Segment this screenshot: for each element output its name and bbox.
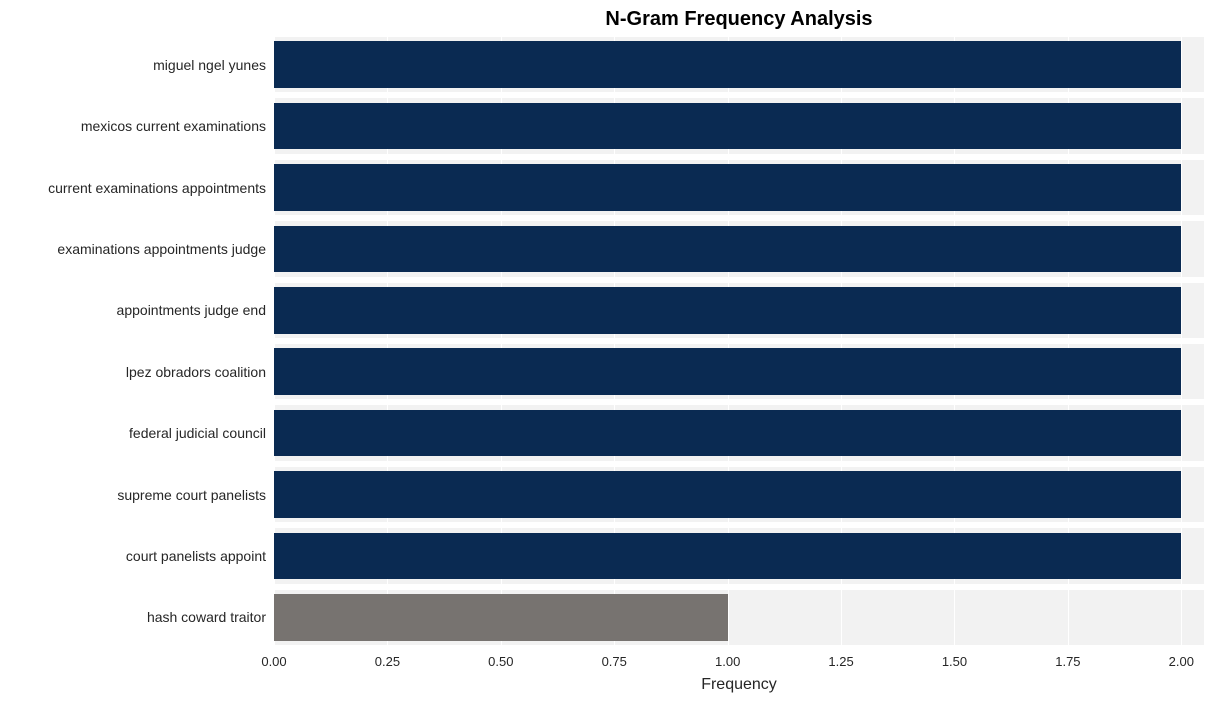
x-axis-tick: 0.50 [488, 654, 513, 669]
bar [274, 410, 1181, 457]
bar [274, 226, 1181, 273]
plot-area [274, 34, 1204, 648]
bar [274, 348, 1181, 395]
bar [274, 164, 1181, 211]
x-axis-tick: 1.00 [715, 654, 740, 669]
y-axis-label: appointments judge end [117, 302, 266, 318]
bar [274, 533, 1181, 580]
y-axis-label: hash coward traitor [147, 609, 266, 625]
chart-title: N-Gram Frequency Analysis [274, 8, 1204, 31]
x-axis-tick: 1.75 [1055, 654, 1080, 669]
y-axis-label: examinations appointments judge [57, 241, 266, 257]
ngram-frequency-chart: N-Gram Frequency Analysis miguel ngel yu… [0, 0, 1214, 701]
bar [274, 287, 1181, 334]
bar [274, 41, 1181, 88]
x-axis-tick: 1.50 [942, 654, 967, 669]
x-axis-tick: 1.25 [828, 654, 853, 669]
x-axis-tick: 2.00 [1169, 654, 1194, 669]
bar [274, 594, 728, 641]
x-axis-tick: 0.75 [602, 654, 627, 669]
y-axis-label: lpez obradors coalition [126, 364, 266, 380]
x-axis-title: Frequency [701, 676, 777, 694]
y-axis-label: court panelists appoint [126, 548, 266, 564]
x-axis-tick: 0.25 [375, 654, 400, 669]
y-axis-label: supreme court panelists [117, 487, 266, 503]
bars-layer [274, 34, 1204, 648]
y-axis-label: miguel ngel yunes [153, 57, 266, 73]
bar [274, 103, 1181, 150]
y-axis-label: mexicos current examinations [81, 118, 266, 134]
bar [274, 471, 1181, 518]
y-axis-label: federal judicial council [129, 425, 266, 441]
y-axis-label: current examinations appointments [48, 180, 266, 196]
x-axis-tick: 0.00 [261, 654, 286, 669]
